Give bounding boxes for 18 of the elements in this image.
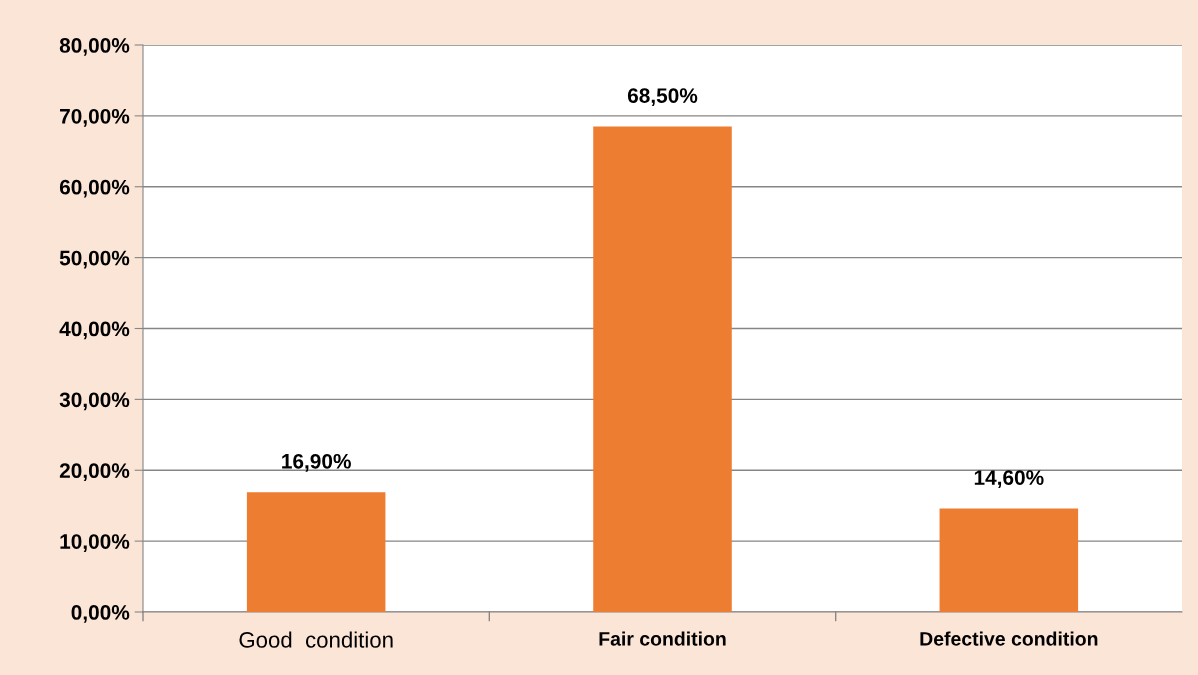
bar <box>939 508 1079 612</box>
x-tick-label: Good condition <box>239 631 393 648</box>
x-tick-label: Fair condition <box>599 631 726 646</box>
y-tick-label: 70,00% <box>60 108 130 127</box>
y-tick-label: 30,00% <box>59 392 130 411</box>
y-tick-label: 0,00% <box>71 605 130 623</box>
y-tick-label: 60,00% <box>59 179 130 198</box>
x-tick-label: Defective condition <box>920 631 1098 646</box>
y-tick-label: 40,00% <box>59 321 130 340</box>
data-label: 14,60% <box>974 470 1044 488</box>
data-label: 68,50% <box>627 88 698 106</box>
y-tick-label: 80,00% <box>59 38 130 56</box>
y-tick-label: 20,00% <box>59 463 130 482</box>
data-label: 16,90% <box>282 453 351 472</box>
y-tick-label: 50,00% <box>59 250 130 269</box>
bar <box>246 492 386 612</box>
bar <box>593 126 732 612</box>
y-tick-label: 10,00% <box>60 534 130 552</box>
